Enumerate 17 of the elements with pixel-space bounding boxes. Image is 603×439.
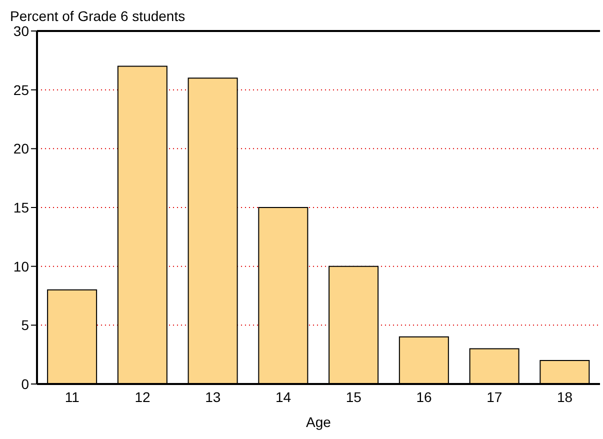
x-tick-label: 18 xyxy=(557,388,573,405)
y-axis-title: Percent of Grade 6 students xyxy=(10,8,186,24)
x-axis-title: Age xyxy=(306,414,332,430)
y-tick-label: 30 xyxy=(13,22,30,39)
x-tick-label: 14 xyxy=(276,388,292,405)
x-tick-label: 16 xyxy=(416,388,432,405)
x-tick-label: 13 xyxy=(205,388,221,405)
y-tick-label: 0 xyxy=(21,376,30,392)
x-tick-label: 17 xyxy=(486,388,502,405)
x-tick-label: 15 xyxy=(346,388,362,405)
x-tick-label: 12 xyxy=(134,388,151,405)
y-tick-label: 5 xyxy=(21,317,30,334)
y-tick-label: 25 xyxy=(13,82,30,98)
y-tick-label: 10 xyxy=(13,258,30,274)
y-tick-label: 15 xyxy=(13,199,30,216)
y-tick-label: 20 xyxy=(13,140,30,157)
x-tick-label: 11 xyxy=(64,388,80,405)
